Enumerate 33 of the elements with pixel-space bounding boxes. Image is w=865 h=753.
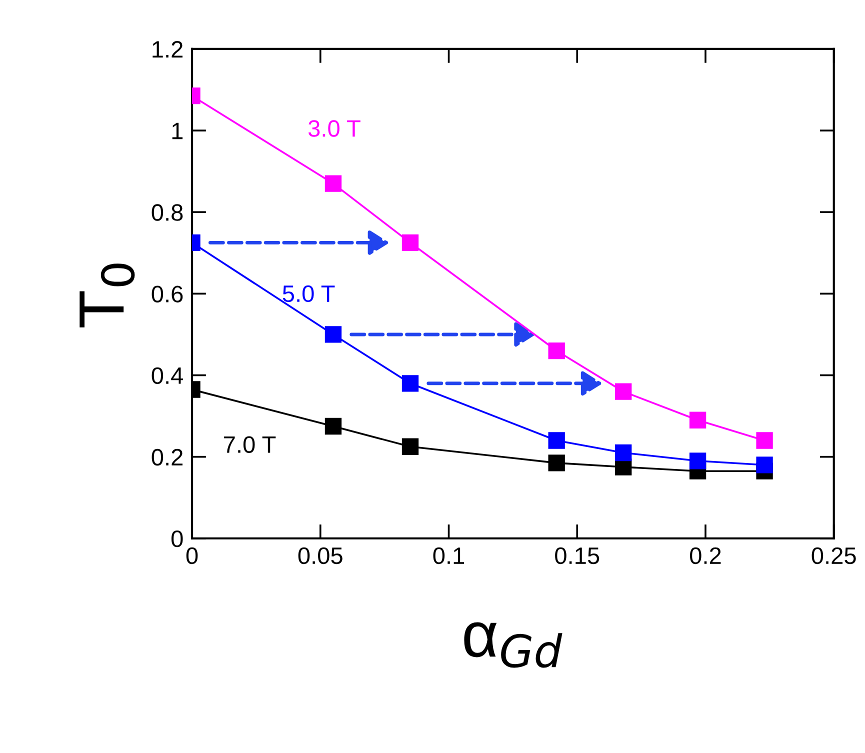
point [548, 432, 565, 449]
x-tick-label: 0.25 [812, 547, 856, 564]
series-label: 3.0 T [308, 120, 360, 137]
x-axis-title: α$_{Gd}$ [464, 622, 562, 668]
y-tick-label: 0.6 [152, 286, 183, 302]
point [548, 342, 565, 360]
y-tick-label: 0.4 [152, 367, 184, 384]
x-tick-label: 0 [186, 547, 198, 564]
point [615, 444, 632, 462]
x-tick-label: 0.15 [555, 547, 600, 564]
y-axis-title: T$_{0}$ [80, 264, 135, 328]
point [756, 456, 773, 474]
point [756, 432, 773, 449]
point [548, 454, 565, 472]
y-tick-label: 0 [171, 530, 183, 548]
x-tick-label: 0.05 [298, 547, 342, 564]
series-label: 5.0 T [282, 285, 335, 302]
point [615, 383, 632, 400]
point [402, 234, 419, 252]
point [324, 326, 342, 343]
y-tick-label: 0.8 [152, 204, 183, 221]
point [689, 412, 706, 428]
point [324, 175, 342, 192]
x-tick-label: 0.2 [690, 547, 721, 564]
y-tick-label: 1 [172, 122, 183, 140]
series-label: 7.0 T [224, 436, 276, 453]
y-tick-label: 0.2 [152, 448, 183, 466]
point [324, 418, 342, 435]
point [689, 452, 706, 470]
y-tick-label: 1.2 [152, 41, 183, 58]
x-tick-label: 0.1 [433, 547, 464, 564]
point [402, 438, 419, 455]
point [402, 375, 419, 392]
